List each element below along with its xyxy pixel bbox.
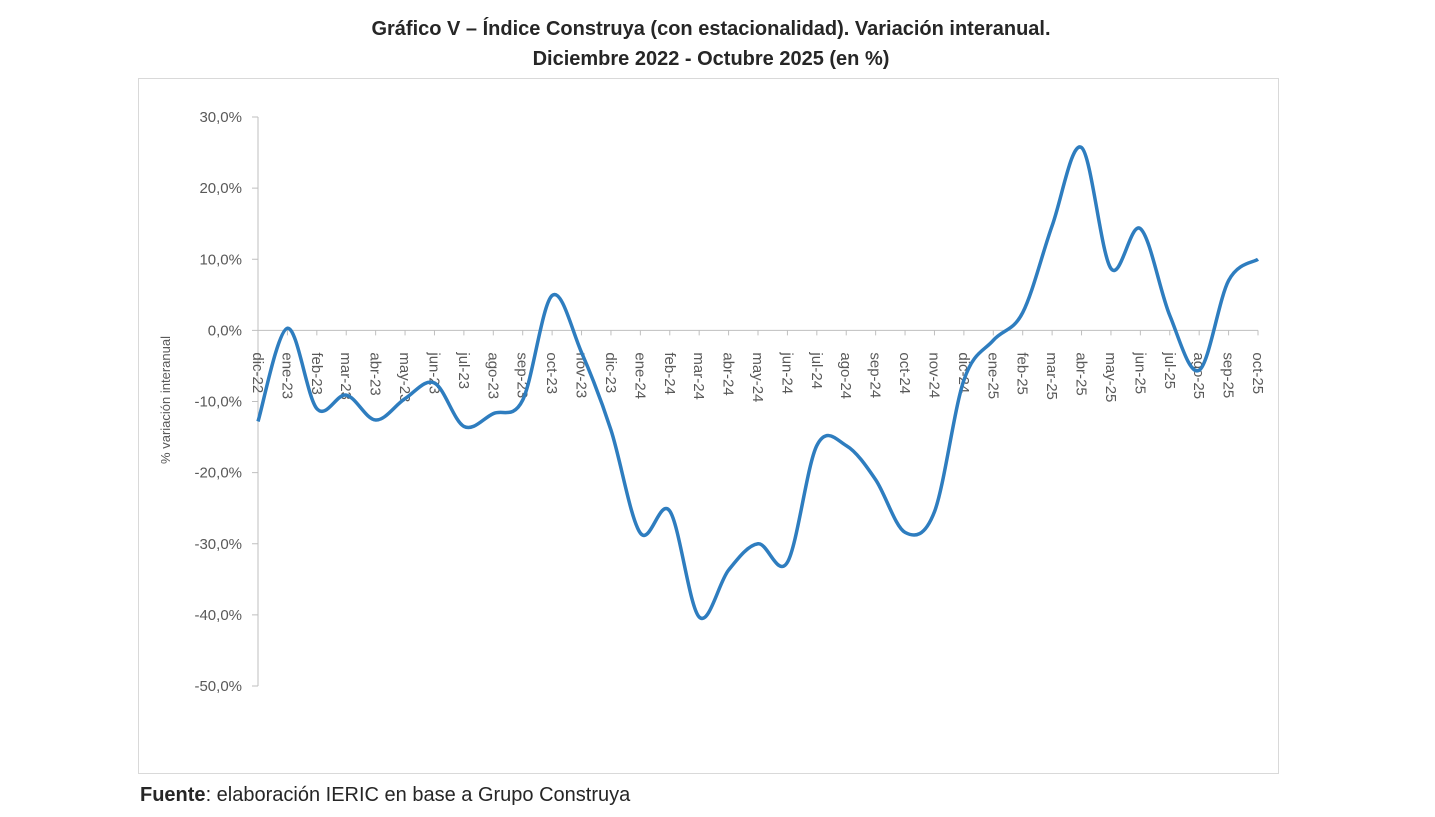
x-tick-label: jul-24	[808, 351, 825, 389]
x-tick-label: may-23	[396, 352, 413, 402]
x-tick-label: dic-22	[249, 352, 266, 393]
x-tick-label: dic-23	[602, 352, 619, 393]
x-tick-label: feb-25	[1014, 352, 1031, 395]
y-axis-label: % variación interanual	[158, 336, 173, 464]
x-tick-label: sep-24	[867, 352, 884, 398]
chart-title: Gráfico V – Índice Construya (con estaci…	[371, 17, 1050, 40]
x-tick-label: ene-25	[984, 352, 1001, 399]
x-tick-label: oct-24	[896, 352, 913, 394]
x-tick-label: jul-25	[1161, 351, 1178, 389]
y-tick-label: -10,0%	[194, 394, 242, 411]
plot-frame	[138, 78, 1279, 774]
x-tick-label: dic-24	[955, 352, 972, 393]
x-tick-label: jun-24	[778, 351, 795, 394]
x-tick-label: ago-24	[837, 352, 854, 399]
x-tick-label: jun-25	[1131, 351, 1148, 394]
y-tick-label: -40,0%	[194, 607, 242, 624]
x-tick-label: nov-23	[573, 352, 590, 398]
x-tick-label: oct-23	[543, 352, 560, 394]
x-tick-label: ene-24	[631, 352, 648, 399]
y-tick-label: 0,0%	[208, 322, 242, 339]
x-tick-label: mar-24	[690, 352, 707, 400]
x-tick-label: ago-23	[484, 352, 501, 399]
chart-subtitle: Diciembre 2022 - Octubre 2025 (en %)	[533, 48, 890, 70]
y-tick-label: 20,0%	[199, 180, 242, 197]
x-tick-label: feb-23	[308, 352, 325, 395]
y-tick-label: 10,0%	[199, 251, 242, 268]
x-tick-label: ene-23	[278, 352, 295, 399]
x-tick-label: abr-23	[367, 352, 384, 395]
source-text: : elaboración IERIC en base a Grupo Cons…	[206, 784, 632, 806]
x-tick-label: may-24	[749, 352, 766, 402]
x-tick-label: may-25	[1102, 352, 1119, 402]
y-tick-label: 30,0%	[199, 109, 242, 126]
x-tick-label: abr-25	[1073, 352, 1090, 395]
y-tick-label: -20,0%	[194, 465, 242, 482]
x-tick-label: oct-25	[1249, 352, 1266, 394]
y-tick-label: -50,0%	[194, 678, 242, 695]
x-tick-label: jul-23	[455, 351, 472, 389]
x-tick-label: nov-24	[925, 352, 942, 398]
x-tick-label: sep-25	[1220, 352, 1237, 398]
x-tick-label: mar-23	[337, 352, 354, 400]
x-tick-label: mar-25	[1043, 352, 1060, 400]
source: Fuente: elaboración IERIC en base a Grup…	[140, 784, 631, 806]
x-tick-label: sep-23	[514, 352, 531, 398]
y-tick-label: -30,0%	[194, 536, 242, 553]
x-tick-label: abr-24	[720, 352, 737, 395]
x-tick-label: feb-24	[661, 352, 678, 395]
source-label: Fuente	[140, 784, 206, 806]
data-line	[256, 145, 1260, 621]
